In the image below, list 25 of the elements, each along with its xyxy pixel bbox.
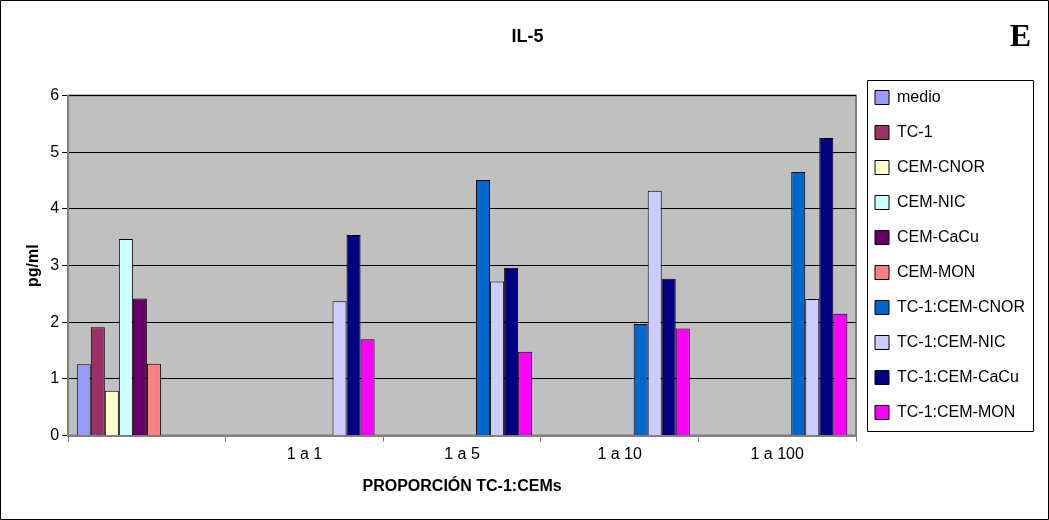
x-tick-label: 1 a 10 (597, 444, 642, 462)
chart-title: IL-5 (511, 25, 544, 46)
x-tick-label: 1 a 100 (750, 444, 805, 462)
text: E (1009, 17, 1031, 54)
y-tick-label: 0 (50, 426, 60, 444)
x-tick-label: 1 a 1 (286, 444, 323, 462)
legend-label: TC-1:CEM-CNOR (897, 297, 1026, 315)
legend-label: TC-1:CEM-CaCu (897, 367, 1019, 385)
y-tick-label: 5 (50, 142, 60, 160)
y-tick-label: 4 (50, 199, 60, 217)
legend-label: CEM-CNOR (897, 157, 986, 175)
x-tick-label: 1 a 5 (444, 444, 480, 462)
legend-label: CEM-MON (897, 262, 976, 280)
y-tick-label: 3 (50, 256, 60, 274)
legend-label: medio (897, 87, 941, 105)
y-tick-label: 1 (50, 369, 60, 387)
legend-label: CEM-NIC (897, 192, 966, 210)
y-axis-title: pg/ml (24, 244, 42, 287)
legend-label: TC-1 (897, 122, 933, 140)
y-tick-label: 2 (50, 312, 60, 330)
legend-label: TC-1:CEM-MON (897, 402, 1016, 420)
legend-label: TC-1:CEM-NIC (897, 332, 1006, 350)
x-axis-title: PROPORCIÓN TC-1:CEMs (362, 475, 562, 494)
y-tick-label: 6 (50, 86, 60, 104)
legend-label: CEM-CaCu (897, 227, 979, 245)
